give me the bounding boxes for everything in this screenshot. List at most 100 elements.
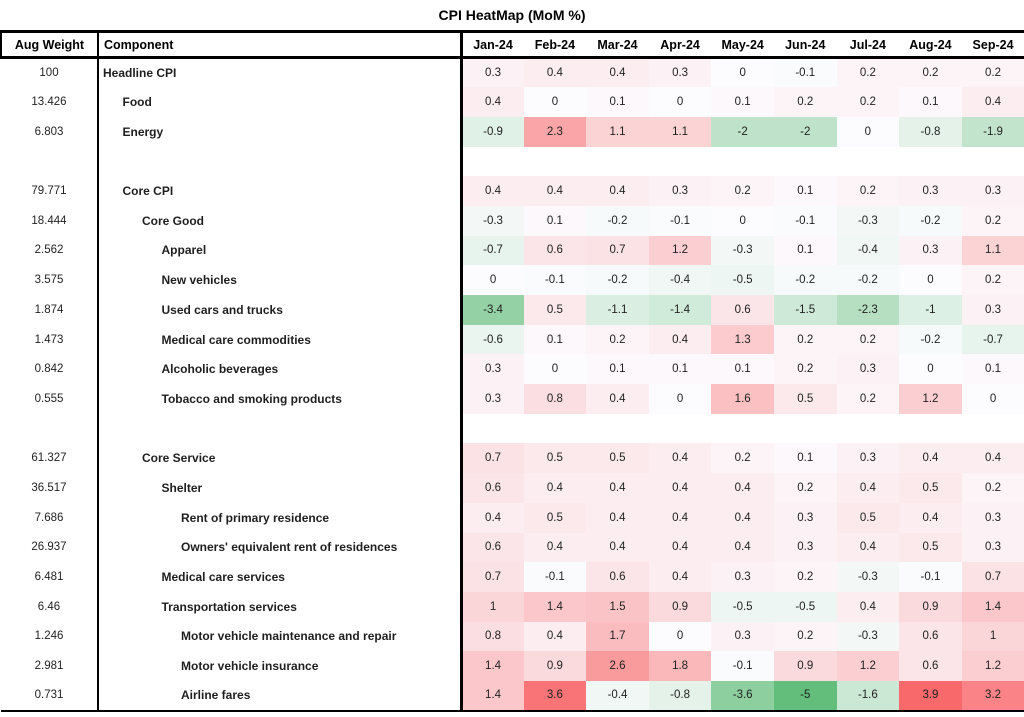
value-cell: 0.3 bbox=[961, 295, 1024, 325]
value-cell bbox=[899, 147, 962, 177]
value-cell: -0.6 bbox=[459, 324, 524, 355]
value-cell: 0.6 bbox=[899, 651, 962, 681]
value-cell: -0.3 bbox=[459, 205, 524, 236]
month-column-header: Jun-24 bbox=[773, 30, 837, 59]
weight-cell: 1.874 bbox=[34, 303, 64, 316]
value-cell: -2 bbox=[773, 116, 837, 147]
value-cell: 0.6 bbox=[459, 473, 524, 503]
value-cell: -0.1 bbox=[523, 265, 587, 295]
value-cell: 0 bbox=[648, 87, 712, 117]
value-cell: 0.5 bbox=[523, 502, 587, 533]
table-row: 36.517 Shelter 0.6 0.4 0.4 0.4 0.4 0.2 0.4 0.5 0.2 bbox=[1, 473, 1024, 503]
value-cell bbox=[711, 147, 774, 177]
value-cell: 1.4 bbox=[961, 591, 1024, 622]
spacer-row bbox=[1, 146, 1024, 177]
table-row: 7.686 Rent of primary residence 0.4 0.5 0.4 0… bbox=[1, 502, 1024, 533]
weight-cell: 2.562 bbox=[34, 244, 64, 257]
value-cell: -0.1 bbox=[648, 205, 712, 236]
table-row: 18.444 Core Good -0.3 0.1 -0.2 -0.1 0 -0.1 -0.3-… bbox=[1, 205, 1024, 236]
value-cell: -0.4 bbox=[648, 265, 712, 295]
spacer-row bbox=[1, 413, 1024, 444]
value-cell: 0.2 bbox=[961, 57, 1024, 88]
month-column-header: Mar-24 bbox=[586, 30, 649, 59]
weight-cell: 2.981 bbox=[34, 660, 64, 673]
value-cell: 0 bbox=[459, 265, 524, 295]
component-cell: New vehicles bbox=[97, 265, 461, 295]
table-row: 26.937 Owners' equivalent rent of residen… bbox=[1, 532, 1024, 563]
value-cell: -1.1 bbox=[586, 295, 649, 325]
value-cell: 0 bbox=[523, 87, 587, 117]
value-cell: -3.4 bbox=[459, 295, 524, 325]
value-cell: 0.4 bbox=[523, 532, 587, 563]
component-cell: Owners' equivalent rent of residences bbox=[97, 532, 461, 563]
value-cell: 1.8 bbox=[648, 651, 712, 681]
value-cell: 0 bbox=[711, 57, 774, 88]
value-cell bbox=[459, 413, 524, 444]
component-cell: Headline CPI bbox=[97, 57, 461, 88]
value-cell: 0.1 bbox=[586, 354, 649, 385]
component-cell: Shelter bbox=[97, 473, 461, 503]
value-cell: 0.3 bbox=[459, 384, 524, 414]
value-cell: 1.6 bbox=[711, 384, 774, 414]
value-cell: 0.7 bbox=[586, 235, 649, 266]
value-cell: -0.4 bbox=[836, 235, 900, 266]
value-cell: 0 bbox=[899, 265, 962, 295]
month-column-header: Aug-24 bbox=[899, 30, 962, 59]
value-cell: 0.6 bbox=[459, 532, 524, 563]
value-cell: 0.2 bbox=[836, 57, 900, 88]
value-cell: 0.2 bbox=[961, 473, 1024, 503]
component-cell bbox=[97, 413, 461, 444]
weight-cell: 26.937 bbox=[31, 541, 67, 554]
table-row: 2.562 Apparel -0.7 0.6 0.7 1.2 -0.3 0.1 -0.4 0.3 1… bbox=[1, 235, 1024, 266]
table-row: 79.771 Core CPI 0.4 0.4 0.4 0.3 0.2 0.1 0.2 0.3 0.… bbox=[1, 176, 1024, 206]
value-cell: -0.3 bbox=[836, 562, 900, 592]
value-cell: -0.2 bbox=[586, 265, 649, 295]
value-cell: 0.4 bbox=[459, 87, 524, 117]
table-row: 0.842 Alcoholic beverages 0.3 0 0.1 0.1 0.1 0.2… bbox=[1, 354, 1024, 385]
value-cell: -0.4 bbox=[586, 680, 649, 712]
month-column-header: Jan-24 bbox=[459, 30, 524, 59]
value-cell: -1 bbox=[899, 295, 962, 325]
value-cell: -0.5 bbox=[711, 265, 774, 295]
value-cell: 0.4 bbox=[648, 532, 712, 563]
value-cell: 1.5 bbox=[586, 591, 649, 622]
value-cell: 0.6 bbox=[523, 235, 587, 266]
value-cell: 0.2 bbox=[773, 562, 837, 592]
table-row: 6.46 Transportation services 1 1.4 1.5 0.9 -0.… bbox=[1, 591, 1024, 622]
value-cell: 0.3 bbox=[648, 176, 712, 206]
value-cell: 0.1 bbox=[711, 354, 774, 385]
weight-cell: 18.444 bbox=[31, 214, 67, 227]
value-cell: 0.9 bbox=[773, 651, 837, 681]
value-cell: 1.2 bbox=[899, 384, 962, 414]
value-cell: -0.9 bbox=[459, 116, 524, 147]
value-cell: 0.5 bbox=[773, 384, 837, 414]
value-cell: 1.4 bbox=[459, 651, 524, 681]
value-cell: -5 bbox=[773, 680, 837, 712]
value-cell: 0.3 bbox=[459, 354, 524, 385]
value-cell: -0.7 bbox=[961, 324, 1024, 355]
value-cell: 0.4 bbox=[711, 502, 774, 533]
value-cell: 0.3 bbox=[961, 176, 1024, 206]
value-cell: 0.5 bbox=[836, 502, 900, 533]
table-row: 0.555 Tobacco and smoking products 0.3 0.8 0… bbox=[1, 384, 1024, 414]
value-cell: 1 bbox=[961, 621, 1024, 652]
weight-cell: 13.426 bbox=[31, 96, 67, 109]
value-cell: 0.3 bbox=[711, 621, 774, 652]
value-cell: 0.4 bbox=[523, 473, 587, 503]
value-cell: 0.1 bbox=[648, 354, 712, 385]
month-column-header: Apr-24 bbox=[648, 30, 712, 59]
value-cell: 0.3 bbox=[773, 532, 837, 563]
value-cell: 0.3 bbox=[961, 502, 1024, 533]
value-cell: 1.4 bbox=[459, 680, 524, 712]
value-cell: 0.4 bbox=[586, 473, 649, 503]
value-cell: -0.1 bbox=[711, 651, 774, 681]
table-row: 100 Headline CPI 0.3 0.4 0.4 0.3 0 -0.1 0.2 0.2 0.… bbox=[1, 57, 1024, 88]
value-cell: 0.2 bbox=[836, 176, 900, 206]
value-cell: 0.4 bbox=[648, 324, 712, 355]
value-cell: 0.3 bbox=[836, 354, 900, 385]
value-cell: 0.2 bbox=[961, 205, 1024, 236]
component-cell: Rent of primary residence bbox=[97, 502, 461, 533]
value-cell: -0.1 bbox=[773, 205, 837, 236]
value-cell: 0.5 bbox=[899, 473, 962, 503]
value-cell: 0.4 bbox=[711, 473, 774, 503]
